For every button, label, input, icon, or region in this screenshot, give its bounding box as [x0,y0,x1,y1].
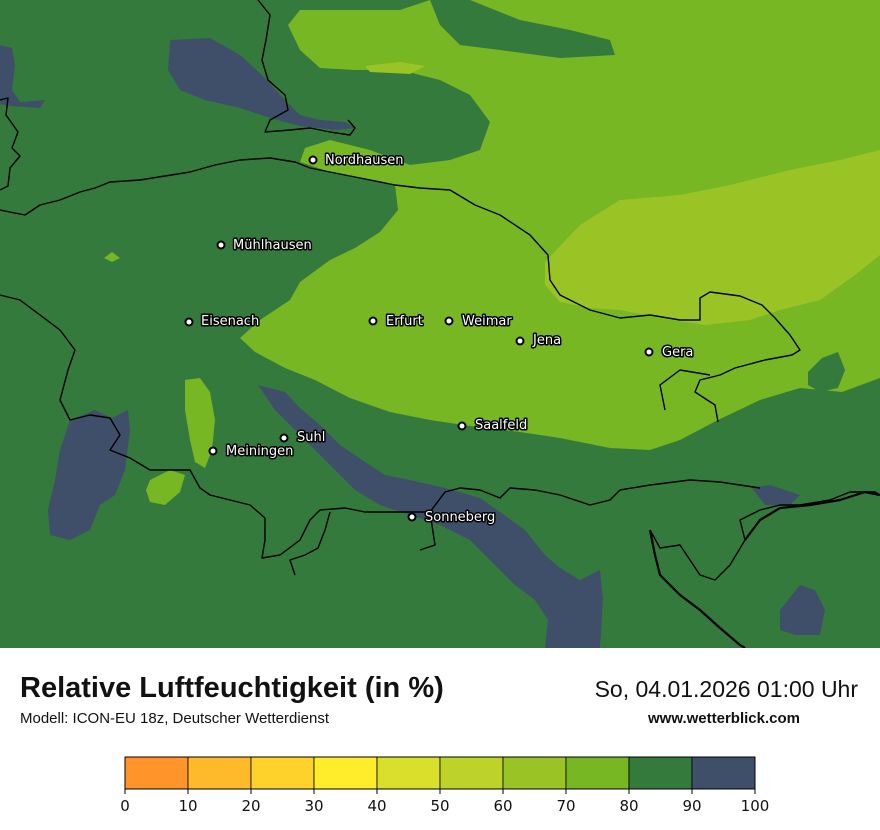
humidity-zone-60-70-small [855,155,880,168]
website-link[interactable]: www.wetterblick.com [648,710,800,727]
humidity-zone-70-80 [240,0,880,450]
legend-tick-label: 10 [178,797,197,815]
legend-tick-label: 0 [120,797,130,815]
legend-swatch [439,756,504,790]
legend-swatch [502,756,567,790]
legend-ticks: 0 10 20 30 40 50 60 70 80 90 100 [120,789,769,815]
city-marker-icon [216,240,226,250]
humidity-zone-70-80-tiny [104,252,120,262]
humidity-zone-60-70-north [365,62,425,74]
city-label: Nordhausen [325,153,404,168]
city-label: Saalfeld [475,418,527,433]
legend-swatch [124,756,189,790]
legend-tick-label: 50 [430,797,449,815]
legend-swatch [187,756,252,790]
legend-swatches [124,756,756,790]
city-label: Suhl [297,430,325,445]
city-marker-icon [279,433,289,443]
city-label: Sonneberg [425,510,495,525]
legend-swatch [313,756,378,790]
city-marker-icon [515,336,525,346]
state-borders [0,0,880,581]
city-nordhausen: Nordhausen [308,152,405,170]
humidity-zone-70-80-southwest [146,470,185,505]
legend-tick-label: 100 [741,797,770,815]
city-sonneberg: Sonneberg [407,509,497,527]
city-gera: Gera [644,344,695,362]
map-subtitle: Modell: ICON-EU 18z, Deutscher Wetterdie… [20,710,330,727]
city-erfurt: Erfurt [368,313,424,331]
city-marker-icon [444,316,454,326]
humidity-zone-80-90-east [808,352,845,392]
city-label: Meiningen [226,444,293,459]
legend-tick-label: 80 [619,797,638,815]
humidity-zone-80-90-north [430,0,615,58]
legend-swatch [376,756,441,790]
city-muehlhausen: Mühlhausen [216,237,313,255]
humidity-zone-90-100-southeast [780,585,825,635]
legend-tick-label: 40 [367,797,386,815]
info-panel: Relative Luftfeuchtigkeit (in %) Modell:… [0,648,880,830]
humidity-map: Nordhausen Mühlhausen Eisenach Erfurt We… [0,0,880,648]
legend-swatch [691,756,756,790]
city-label: Jena [532,333,561,348]
legend-tick-label: 60 [493,797,512,815]
city-marker-icon [208,446,218,456]
legend-swatch [250,756,315,790]
legend-swatch [565,756,630,790]
city-label: Eisenach [201,314,259,329]
humidity-zone-60-70-east [545,150,880,325]
country-border [648,490,880,648]
city-meiningen: Meiningen [208,443,295,461]
city-label: Gera [662,345,693,360]
humidity-zone-90-100-harz [168,38,355,130]
city-weimar: Weimar [444,313,514,331]
forecast-datetime: So, 04.01.2026 01:00 Uhr [594,676,858,702]
humidity-zone-90-100-northwest [0,45,45,108]
city-marker-icon [407,512,417,522]
humidity-zone-90-100-east [752,485,800,505]
humidity-zone-90-100-rhoen [48,410,130,540]
map-title: Relative Luftfeuchtigkeit (in %) [20,672,444,704]
legend-tick-label: 90 [682,797,701,815]
color-legend: 0 10 20 30 40 50 60 70 80 90 100 [120,756,769,815]
humidity-zone-70-80-west [185,378,215,468]
city-suhl: Suhl [279,429,327,447]
city-label: Mühlhausen [233,238,312,253]
city-marker-icon [457,421,467,431]
city-marker-icon [644,347,654,357]
city-marker-icon [308,155,318,165]
city-marker-icon [184,317,194,327]
legend-tick-label: 20 [241,797,260,815]
legend-swatch [628,756,693,790]
city-label: Weimar [462,314,512,329]
legend-tick-label: 70 [556,797,575,815]
city-label: Erfurt [386,314,423,329]
legend-tick-label: 30 [304,797,323,815]
city-saalfeld: Saalfeld [457,417,529,435]
city-marker-icon [368,316,378,326]
city-jena: Jena [515,332,563,350]
city-eisenach: Eisenach [184,313,261,331]
